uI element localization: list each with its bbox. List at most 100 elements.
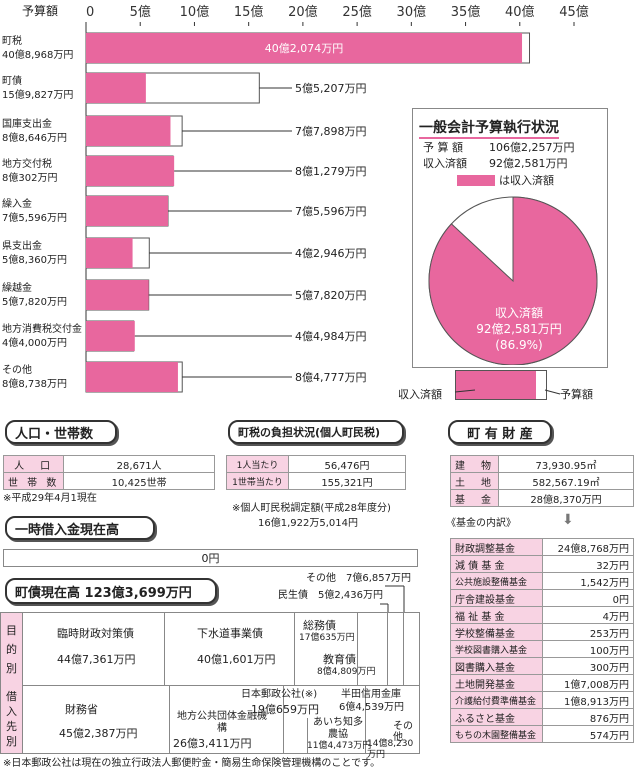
callout-welfare: 民生債 5億2,436万円 (278, 590, 383, 601)
prop-value-2: 28億8,370万円 (498, 489, 634, 507)
table-row: 基 金 28億8,370万円 (450, 489, 634, 507)
lender-2-value: 19億659万円 (251, 703, 319, 716)
received-label: 4億2,946万円 (295, 247, 367, 260)
fund-label: 公共施設整備基金 (450, 572, 543, 590)
summary-received-value: 92億2,581万円 (489, 157, 568, 170)
bar-received (86, 321, 135, 351)
prop-label-1: 土 地 (450, 472, 499, 490)
fund-row: 介護給付費準備基金 1億8,913万円 (450, 691, 634, 709)
table-row: 1人当たり 56,476円 (226, 455, 406, 473)
category-budget-label: 8億8,738万円 (2, 377, 67, 390)
fund-value: 876万円 (542, 708, 634, 726)
fund-heading: 《基金の内訳》 (446, 518, 516, 529)
fund-value: 4万円 (542, 606, 634, 624)
legend-received-label: 収入済額 (398, 388, 442, 401)
category-name: 県支出金 (2, 239, 42, 252)
lender-label: 借入先別 (6, 690, 17, 748)
pop-label-1: 世 帯 数 (2, 472, 65, 490)
received-label: 7億7,898万円 (295, 125, 367, 138)
bar-received (86, 116, 171, 146)
fund-row: 公共施設整備基金 1,542万円 (450, 572, 634, 590)
x-tick-label: 45億 (559, 4, 589, 20)
table-row: 人 口 28,671人 (2, 455, 215, 473)
lender-3-name: 半田信用金庫 (341, 689, 401, 700)
fund-label: 財政調整基金 (450, 538, 543, 556)
property-table: 建 物 73,930.95㎡ 土 地 582,567.19㎡ 基 金 28億8,370… (450, 455, 634, 507)
bar-received (86, 362, 178, 392)
lender-side (1, 685, 23, 753)
pop-value-0: 28,671人 (63, 455, 215, 473)
purpose-3-name: 教育債 (323, 653, 356, 666)
axis-title: 予算額 (22, 4, 59, 18)
table-row: 建 物 73,930.95㎡ (450, 455, 634, 473)
category-budget-label: 7億5,596万円 (2, 211, 67, 224)
population-title: 人口・世帯数 (5, 420, 117, 444)
fund-label: 図書購入基金 (450, 657, 543, 675)
execution-pie-chart: 収入済額 92億2,581万円 (86.9%) (428, 196, 598, 365)
tax-note-2: 16億1,922万5,014円 (258, 518, 358, 529)
purpose-1-name: 下水道事業債 (197, 627, 263, 640)
lender-4-value: 11億4,473万円 (307, 741, 372, 751)
bar-received (86, 156, 175, 186)
tax-value-0: 56,476円 (288, 455, 406, 473)
pie-label: 収入済額 (495, 305, 543, 320)
x-tick-label: 40億 (505, 4, 535, 20)
fund-table: 財政調整基金 24億8,768万円減 債 基 金 32万円 公共施設整備基金 1,542… (450, 538, 634, 743)
received-label: 4億4,984万円 (295, 330, 367, 343)
fund-row: 土地開発基金 1億7,008万円 (450, 674, 634, 692)
fund-value: 253万円 (542, 623, 634, 641)
bar-received (86, 73, 146, 103)
pop-value-1: 10,425世帯 (63, 472, 215, 490)
fund-label: もちの木園整備基金 (450, 725, 543, 743)
bar-received (86, 280, 149, 310)
tax-burden-table: 1人当たり 56,476円 1世帯当たり 155,321円 (226, 455, 406, 490)
x-tick-label: 20億 (288, 4, 318, 20)
callout-other: その他 7億6,857万円 (306, 573, 411, 584)
legend-swatch (457, 175, 495, 186)
fund-row: 図書購入基金 300万円 (450, 657, 634, 675)
legend-budget-label: 予算額 (560, 388, 593, 401)
fund-row: 庁舎建設基金 0円 (450, 589, 634, 607)
fund-row: 学校図書購入基金 100万円 (450, 640, 634, 658)
fund-value: 0円 (542, 589, 634, 607)
summary-legend-text: は収入済額 (499, 174, 554, 187)
category-name: 町債 (2, 74, 22, 87)
category-name: その他 (2, 363, 32, 376)
fund-value: 32万円 (542, 555, 634, 573)
summary-budget-value: 106億2,257万円 (489, 141, 575, 154)
tax-value-1: 155,321円 (288, 472, 406, 490)
purpose-1-value: 40億1,601万円 (197, 653, 276, 666)
category-name: 繰越金 (2, 281, 32, 294)
lender-5-value: 14億8,230万円 (367, 739, 414, 760)
fund-label: 介護給付費準備基金 (450, 691, 543, 709)
fund-label: 土地開発基金 (450, 674, 543, 692)
purpose-label: 目的別 (6, 624, 17, 675)
purpose-side (1, 613, 23, 685)
debt-title: 町債現在高 123億3,699万円 (5, 578, 217, 604)
category-budget-label: 15億9,827万円 (2, 88, 73, 101)
debt-footnote: ※日本郵政公社は現在の独立行政法人郵便貯金・簡易生命保険管理機構のことです。 (3, 758, 381, 769)
fund-value: 1億8,913万円 (542, 691, 634, 709)
prop-label-2: 基 金 (450, 489, 499, 507)
received-label: 7億5,596万円 (295, 205, 367, 218)
lender-3-value: 6億4,539万円 (339, 702, 404, 713)
debt-grid: 目的別 借入先別 臨時財政対策債 44億7,361万円 下水道事業債 40億1,… (0, 612, 420, 760)
fund-row: 減 債 基 金 32万円 (450, 555, 634, 573)
x-tick-label: 0 (86, 5, 94, 20)
population-table: 人 口 28,671人 世 帯 数 10,425世帯 (2, 455, 215, 490)
category-budget-label: 4億4,000万円 (2, 336, 67, 349)
table-row: 世 帯 数 10,425世帯 (2, 472, 215, 490)
purpose-2-value: 17億635万円 (299, 633, 355, 643)
pop-label-0: 人 口 (2, 455, 65, 473)
received-label: 8億1,279万円 (295, 165, 367, 178)
fund-label: 減 債 基 金 (450, 555, 543, 573)
fund-row: 財政調整基金 24億8,768万円 (450, 538, 634, 556)
purpose-3-value: 8億4,809万円 (317, 667, 376, 677)
summary-budget-label: 予 算 額 (423, 141, 463, 154)
lender-2-name: 日本郵政公社(※) (241, 689, 318, 700)
received-label: 5億5,207万円 (295, 82, 367, 95)
lender-0-value: 45億2,387万円 (59, 727, 138, 740)
fund-value: 1,542万円 (542, 572, 634, 590)
category-budget-label: 40億8,968万円 (2, 48, 73, 61)
bar-legend-pointers (454, 389, 561, 395)
